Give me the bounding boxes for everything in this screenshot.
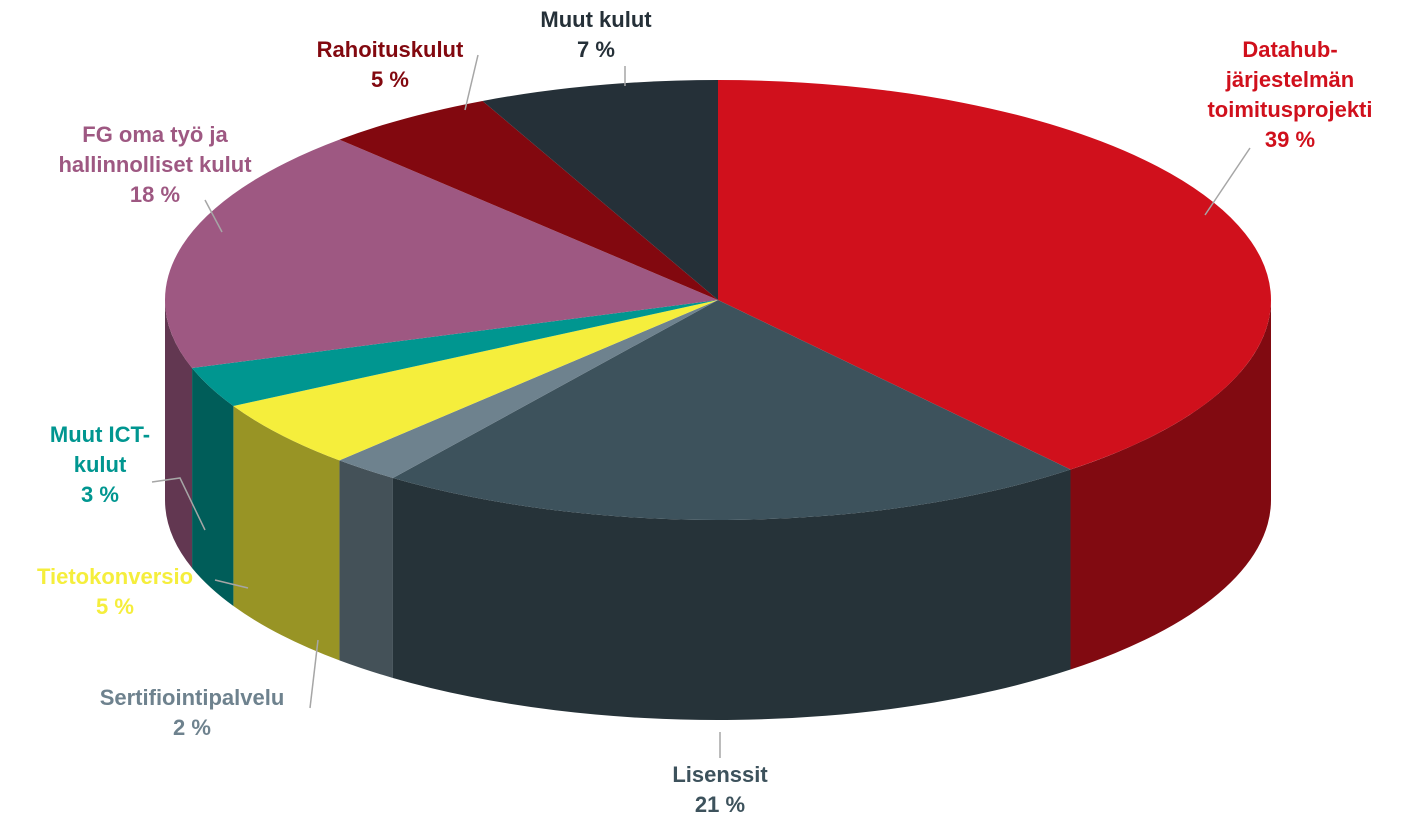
slice xyxy=(718,80,1271,470)
slice xyxy=(339,300,718,478)
label-value: 5 % xyxy=(96,594,134,619)
slice xyxy=(482,80,718,300)
slice-label: FG oma työ ja hallinnolliset kulut 18 % xyxy=(35,120,275,210)
slice-side xyxy=(233,405,340,661)
slice-label: Sertifiointipalvelu 2 % xyxy=(72,683,312,743)
slice-label: Tietokonversio 5 % xyxy=(10,562,220,622)
label-name: Sertifiointipalvelu xyxy=(99,685,285,710)
label-name: Muut ICT-kulut xyxy=(49,422,151,477)
slice xyxy=(165,139,719,368)
slice-side xyxy=(339,460,393,678)
slice-label: Rahoituskulut 5 % xyxy=(290,35,490,95)
leader-line xyxy=(1204,147,1251,216)
label-name: Muut kulut xyxy=(540,7,652,32)
slice-label: Muut kulut 7 % xyxy=(516,5,676,65)
leader-line xyxy=(309,639,319,709)
leader-line xyxy=(204,199,223,233)
label-value: 2 % xyxy=(173,715,211,740)
label-name: FG oma työ ja hallinnolliset kulut xyxy=(58,122,252,177)
slice-label: Datahub-järjestelmän toimitusprojekti 39 … xyxy=(1195,35,1385,155)
slice-label: Muut ICT-kulut 3 % xyxy=(45,420,155,510)
label-value: 21 % xyxy=(694,792,746,816)
leader-line xyxy=(464,54,479,111)
slice-side xyxy=(392,469,1071,721)
label-value: 7 % xyxy=(577,37,615,62)
slice-side xyxy=(165,300,193,568)
label-name: Rahoituskulut xyxy=(316,37,464,62)
label-name: Lisenssit xyxy=(672,762,768,787)
slice xyxy=(192,300,719,406)
slice-label: Lisenssit 21 % xyxy=(620,760,820,816)
label-value: 39 % xyxy=(1264,127,1316,152)
slice xyxy=(392,300,1071,520)
slice xyxy=(233,300,718,461)
slice xyxy=(339,100,718,300)
slice-side xyxy=(1070,300,1271,670)
label-name: Datahub-järjestelmän toimitusprojekti xyxy=(1207,37,1373,122)
slice-side xyxy=(192,367,234,606)
label-value: 3 % xyxy=(81,482,119,507)
leader-line xyxy=(151,477,206,531)
leader-line xyxy=(214,579,249,589)
label-name: Tietokonversio xyxy=(36,564,194,589)
label-value: 18 % xyxy=(129,182,181,207)
label-value: 5 % xyxy=(371,67,409,92)
